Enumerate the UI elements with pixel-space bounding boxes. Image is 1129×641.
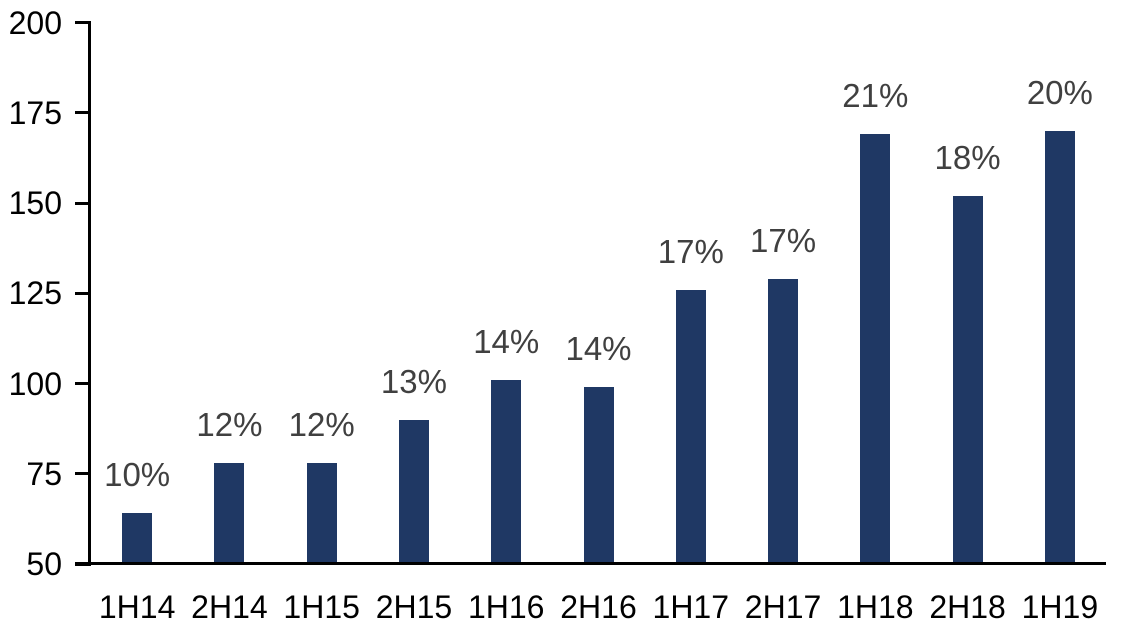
y-tick-label: 50 bbox=[26, 546, 62, 582]
y-tick-label: 200 bbox=[8, 4, 62, 41]
x-tick-label-1H19: 1H19 bbox=[1021, 589, 1099, 625]
y-tick-label: 125 bbox=[8, 275, 62, 312]
y-tick-label: 75 bbox=[26, 455, 62, 492]
bar-1H15 bbox=[306, 462, 337, 564]
x-tick-label-2H18: 2H18 bbox=[929, 589, 1006, 625]
x-tick-label-2H15: 2H15 bbox=[375, 589, 453, 625]
y-tick-mark bbox=[75, 382, 88, 385]
data-label-2H18: 18% bbox=[934, 138, 1001, 176]
data-label-2H14: 12% bbox=[196, 405, 263, 443]
data-label-2H16: 14% bbox=[565, 330, 632, 368]
x-tick-label-1H14: 1H14 bbox=[98, 589, 176, 625]
y-tick-mark bbox=[75, 472, 88, 476]
x-tick-label-2H16: 2H16 bbox=[560, 589, 637, 625]
data-label-1H17: 17% bbox=[657, 232, 724, 270]
x-tick-label-2H14: 2H14 bbox=[191, 589, 268, 625]
x-tick-label-1H18: 1H18 bbox=[837, 589, 914, 625]
y-tick-mark bbox=[75, 291, 88, 295]
bar-2H18 bbox=[952, 195, 983, 564]
x-tick-label-1H16: 1H16 bbox=[467, 589, 545, 625]
bar-1H14 bbox=[122, 513, 153, 564]
y-tick-mark bbox=[75, 21, 88, 24]
data-label-1H15: 12% bbox=[288, 405, 355, 443]
data-label-1H19: 20% bbox=[1026, 73, 1093, 111]
x-tick-label-1H17: 1H17 bbox=[652, 589, 730, 625]
data-label-1H18: 21% bbox=[842, 77, 909, 115]
bar-2H14 bbox=[214, 462, 245, 564]
data-label-2H17: 17% bbox=[750, 221, 817, 259]
bar-2H16 bbox=[583, 387, 614, 564]
bar-2H15 bbox=[398, 419, 429, 564]
data-label-2H15: 13% bbox=[380, 362, 447, 400]
y-tick-label: 175 bbox=[8, 94, 62, 131]
bar-2H17 bbox=[768, 278, 799, 564]
data-label-1H16: 14% bbox=[473, 322, 540, 360]
y-tick-mark bbox=[75, 111, 88, 115]
y-tick-label: 100 bbox=[8, 365, 62, 402]
y-axis-line bbox=[88, 20, 91, 566]
y-tick-label: 150 bbox=[8, 185, 62, 221]
x-axis-line bbox=[75, 562, 1106, 565]
x-tick-label-1H15: 1H15 bbox=[283, 589, 360, 625]
y-tick-mark bbox=[75, 201, 88, 205]
bar-1H18 bbox=[860, 134, 891, 564]
bar-1H16 bbox=[491, 379, 522, 564]
bar-1H19 bbox=[1044, 130, 1075, 564]
data-label-1H14: 10% bbox=[104, 456, 171, 494]
x-tick-label-2H17: 2H17 bbox=[744, 589, 822, 625]
bar-1H17 bbox=[675, 289, 706, 564]
